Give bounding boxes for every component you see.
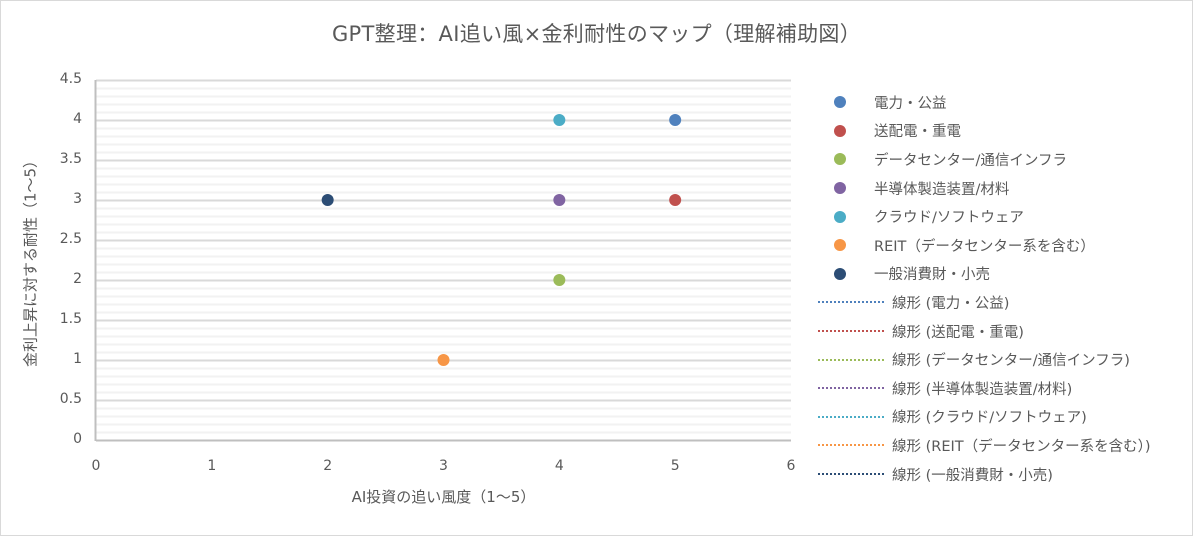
legend-label: 線形 (送配電・重電)	[892, 324, 1024, 341]
legend-item-trendline[interactable]: 線形 (クラウド/ソフトウェア)	[818, 403, 1188, 432]
legend-item-trendline[interactable]: 線形 (電力・公益)	[818, 288, 1188, 317]
legend-item[interactable]: 送配電・重電	[818, 117, 1188, 146]
legend-item-trendline[interactable]: 線形 (一般消費財・小売)	[818, 460, 1188, 489]
legend-label: データセンター/通信インフラ	[874, 152, 1067, 169]
x-tick-label: 3	[439, 458, 448, 474]
legend-item-trendline[interactable]: 線形 (送配電・重電)	[818, 317, 1188, 346]
x-tick-label: 5	[670, 458, 680, 474]
y-tick-label: 2	[73, 271, 82, 287]
data-point[interactable]: 半導体製造装置/材料 (4, 3)	[553, 194, 566, 206]
x-tick-label: 2	[323, 458, 333, 474]
legend-label: 電力・公益	[874, 95, 947, 112]
y-tick-label: 1	[73, 351, 82, 367]
circle-marker-icon	[834, 267, 846, 280]
data-point[interactable]: 電力・公益 (5, 4)	[669, 114, 682, 126]
legend-label: 線形 (REIT（データセンター系を含む）)	[892, 438, 1151, 455]
circle-marker-icon	[834, 153, 846, 166]
x-tick-label: 4	[554, 458, 564, 474]
legend-item[interactable]: 電力・公益	[818, 88, 1188, 117]
circle-marker-icon	[834, 96, 846, 109]
legend-item-trendline[interactable]: 線形 (データセンター/通信インフラ)	[818, 345, 1188, 374]
data-point[interactable]: 送配電・重電 (5, 3)	[669, 194, 682, 206]
y-tick-label: 2.5	[59, 231, 82, 247]
x-axis-title: AI投資の追い風度（1〜5）	[351, 488, 536, 506]
y-tick-label: 4	[73, 111, 82, 127]
legend-label: 線形 (電力・公益)	[892, 295, 1010, 312]
legend-item[interactable]: クラウド/ソフトウェア	[818, 202, 1188, 231]
legend-item[interactable]: 一般消費財・小売	[818, 260, 1188, 289]
legend-item-trendline[interactable]: 線形 (半導体製造装置/材料)	[818, 374, 1188, 403]
y-tick-label: 0.5	[59, 391, 82, 407]
dotted-line-icon	[818, 330, 884, 333]
chart-title: GPT整理：AI追い風×金利耐性のマップ（理解補助図）	[331, 22, 862, 46]
y-tick-label: 3	[73, 191, 82, 207]
x-tick-label: 0	[91, 458, 101, 474]
legend-item[interactable]: データセンター/通信インフラ	[818, 145, 1188, 174]
y-tick-label: 3.5	[59, 151, 82, 167]
data-point[interactable]: クラウド/ソフトウェア (4, 4)	[553, 114, 566, 126]
legend-label: 線形 (クラウド/ソフトウェア)	[892, 410, 1087, 427]
dotted-line-icon	[818, 387, 884, 390]
circle-marker-icon	[834, 182, 846, 195]
legend-item[interactable]: REIT（データセンター系を含む）	[818, 231, 1188, 260]
legend-label: 線形 (一般消費財・小売)	[892, 467, 1053, 484]
legend-label: REIT（データセンター系を含む）	[874, 238, 1095, 255]
circle-marker-icon	[834, 210, 846, 223]
y-axis-title: 金利上昇に対する耐性（1〜5）	[21, 152, 40, 368]
circle-marker-icon	[834, 124, 846, 137]
y-tick-label: 1.5	[59, 311, 82, 327]
dotted-line-icon	[818, 301, 884, 304]
legend-label: クラウド/ソフトウェア	[874, 210, 1024, 227]
legend-item-trendline[interactable]: 線形 (REIT（データセンター系を含む）)	[818, 431, 1188, 460]
legend-label: 送配電・重電	[874, 124, 961, 141]
data-point[interactable]: 一般消費財・小売 (2, 3)	[321, 194, 334, 206]
legend-item[interactable]: 半導体製造装置/材料	[818, 174, 1188, 203]
legend: 電力・公益送配電・重電データセンター/通信インフラ 半導体製造装置/材料 クラウド/…	[818, 88, 1188, 488]
x-tick-label: 6	[786, 458, 796, 474]
dotted-line-icon	[818, 415, 884, 418]
legend-label: 線形 (データセンター/通信インフラ)	[892, 353, 1130, 370]
dotted-line-icon	[818, 444, 884, 447]
legend-label: 半導体製造装置/材料	[874, 181, 1010, 198]
circle-marker-icon	[834, 239, 846, 252]
y-tick-label: 0	[73, 431, 82, 447]
data-point[interactable]: REIT（データセンター系を含む） (3, 1)	[437, 354, 450, 366]
x-tick-label: 1	[207, 458, 217, 474]
data-point[interactable]: データセンター/通信インフラ (4, 2)	[553, 274, 566, 286]
dotted-line-icon	[818, 358, 884, 361]
dotted-line-icon	[818, 473, 884, 476]
legend-label: 線形 (半導体製造装置/材料)	[892, 381, 1073, 398]
y-tick-label: 4.5	[59, 71, 82, 87]
legend-label: 一般消費財・小売	[874, 267, 990, 284]
